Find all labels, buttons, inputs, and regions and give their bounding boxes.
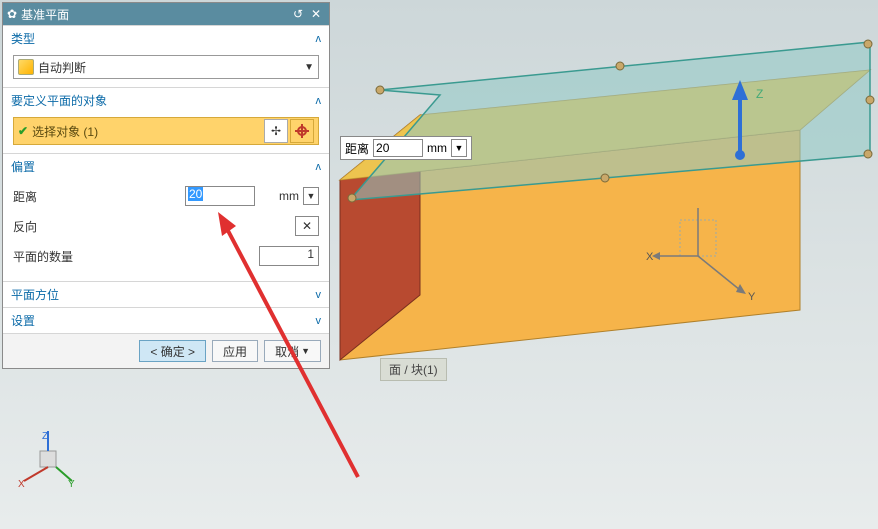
chevron-up-icon: ʌ (316, 161, 322, 173)
section-header-type[interactable]: 类型 ʌ (3, 25, 329, 51)
chevron-up-icon: ʌ (316, 95, 322, 107)
face-selection-label: 面 / 块(1) (380, 358, 447, 381)
plane-handle[interactable] (601, 174, 609, 182)
floating-distance-input[interactable]: 距离 mm ▼ (340, 136, 472, 160)
type-select-value: 自动判断 (38, 59, 304, 76)
plane-count-label: 平面的数量 (13, 248, 259, 265)
direction-arrow-base[interactable] (735, 150, 745, 160)
svg-text:X: X (646, 251, 654, 263)
close-icon[interactable]: ✕ (307, 7, 325, 21)
view-triad: X Y Z (18, 429, 78, 489)
cancel-button[interactable]: 取消 ▼ (264, 340, 321, 362)
plane-handle[interactable] (864, 150, 872, 158)
select-object-label: 选择对象 (1) (32, 123, 262, 140)
reverse-label: 反向 (13, 218, 295, 235)
datum-plane[interactable] (350, 42, 870, 200)
chevron-up-icon: ʌ (316, 33, 322, 45)
auto-infer-icon (18, 59, 34, 75)
apply-button[interactable]: 应用 (212, 340, 258, 362)
section-header-offset[interactable]: 偏置 ʌ (3, 153, 329, 179)
reverse-icon: ✕ (302, 219, 312, 233)
datum-plane-dialog: ✿ 基准平面 ↺ ✕ 类型 ʌ 自动判断 ▼ 要定义平面的对象 ʌ ✔ 选择对象… (2, 2, 330, 369)
type-select[interactable]: 自动判断 ▼ (13, 55, 319, 79)
dialog-footer: < 确定 > 应用 取消 ▼ (3, 333, 329, 368)
check-icon: ✔ (18, 124, 28, 138)
unit-dropdown[interactable]: ▼ (303, 187, 319, 205)
plane-handle[interactable] (348, 194, 356, 202)
distance-input[interactable]: 20 (185, 186, 255, 206)
distance-unit: mm (255, 189, 303, 203)
select-target-button[interactable] (290, 119, 314, 143)
svg-text:Y: Y (748, 291, 756, 303)
block-top-face[interactable] (340, 70, 870, 180)
gear-icon: ✿ (7, 7, 17, 21)
block-front-face[interactable] (340, 130, 800, 360)
work-csys: X Y Z (646, 87, 763, 303)
point-constructor-button[interactable]: ✢ (264, 119, 288, 143)
crosshair-icon (295, 124, 309, 138)
dialog-title: 基准平面 (21, 6, 289, 23)
floating-distance-field[interactable] (373, 139, 423, 157)
svg-text:Z: Z (756, 87, 763, 101)
svg-text:Y: Y (68, 479, 75, 489)
distance-label: 距离 (13, 188, 185, 205)
floating-unit-dropdown[interactable]: ▼ (451, 139, 467, 157)
chevron-down-icon: ▼ (304, 62, 314, 73)
chevron-down-icon: ▼ (301, 346, 310, 356)
plane-count-input[interactable]: 1 (259, 246, 319, 266)
floating-distance-unit: mm (423, 141, 451, 155)
plane-handle[interactable] (864, 40, 872, 48)
plane-handle[interactable] (616, 62, 624, 70)
chevron-down-icon: v (316, 289, 322, 301)
select-object-row[interactable]: ✔ 选择对象 (1) ✢ (13, 117, 319, 145)
section-header-orientation[interactable]: 平面方位 v (3, 281, 329, 307)
section-header-settings[interactable]: 设置 v (3, 307, 329, 333)
point-icon: ✢ (271, 124, 281, 138)
section-header-objects[interactable]: 要定义平面的对象 ʌ (3, 87, 329, 113)
block-top-face-selected (340, 70, 870, 180)
svg-text:X: X (18, 479, 25, 489)
plane-handle[interactable] (866, 96, 874, 104)
svg-text:Z: Z (42, 431, 48, 442)
direction-arrow-head[interactable] (732, 80, 748, 100)
ok-button[interactable]: < 确定 > (139, 340, 206, 362)
dialog-header[interactable]: ✿ 基准平面 ↺ ✕ (3, 3, 329, 25)
plane-handle[interactable] (376, 86, 384, 94)
reverse-direction-button[interactable]: ✕ (295, 216, 319, 236)
reset-icon[interactable]: ↺ (289, 7, 307, 21)
floating-distance-label: 距离 (345, 140, 369, 157)
chevron-down-icon: v (316, 315, 322, 327)
